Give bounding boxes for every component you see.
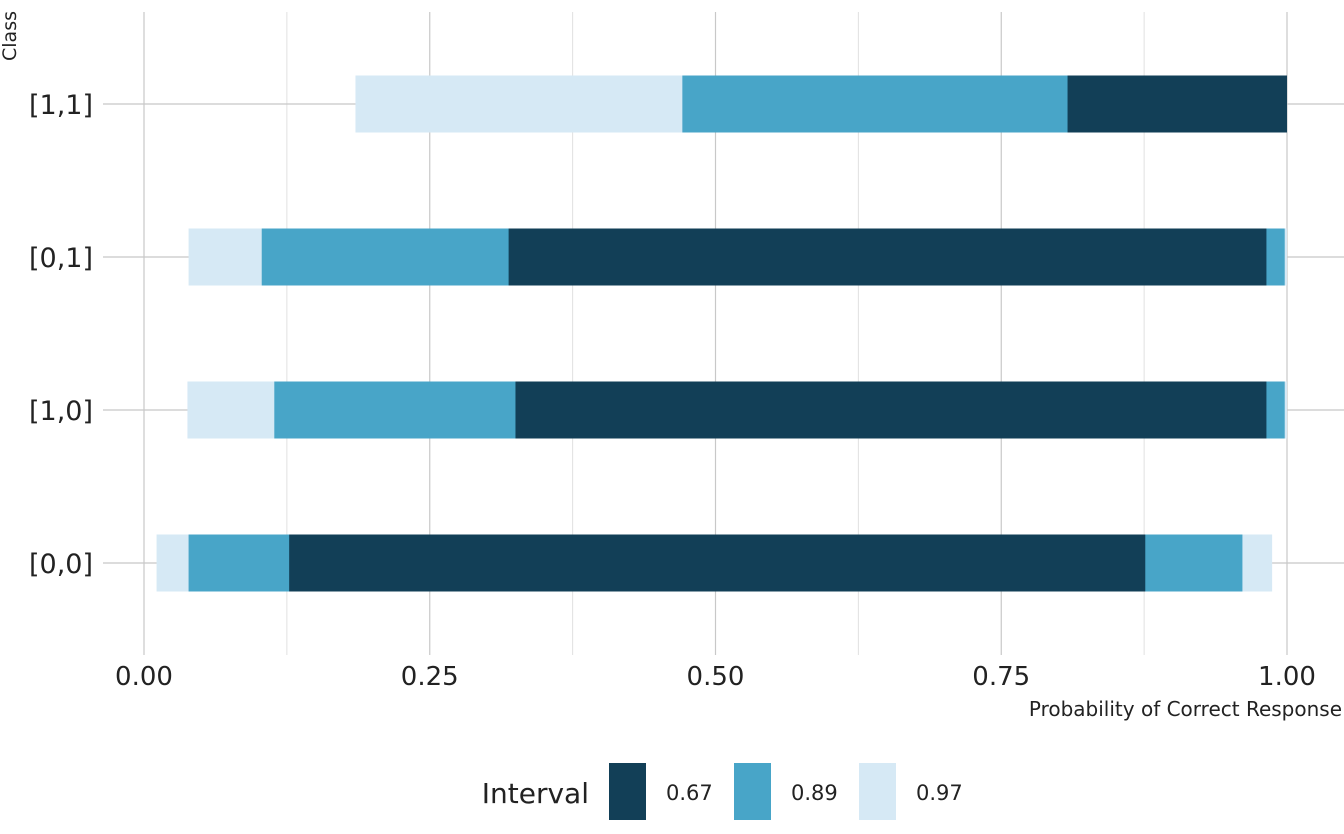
bars xyxy=(156,75,1288,592)
x-axis: 0.00 0.25 0.50 0.75 1.00 xyxy=(115,662,1316,692)
x-tick-label: 0.00 xyxy=(115,662,173,692)
x-tick-label: 0.75 xyxy=(972,662,1030,692)
y-tick-label: [1,1] xyxy=(29,90,93,121)
legend-label: 0.97 xyxy=(916,781,963,805)
legend-label: 0.67 xyxy=(666,781,713,805)
interval-bar-0.67-[0,0] xyxy=(289,534,1146,592)
legend-swatch-0.89 xyxy=(734,763,771,820)
legend-swatch-0.67 xyxy=(609,763,646,820)
legend-swatch-0.97 xyxy=(859,763,896,820)
x-tick-label: 1.00 xyxy=(1258,662,1316,692)
interval-bar-0.67-[0,1] xyxy=(508,228,1267,286)
y-tick-label: [0,0] xyxy=(29,549,93,580)
x-tick-label: 0.50 xyxy=(687,662,745,692)
y-tick-label: [1,0] xyxy=(29,396,93,427)
y-axis: [1,1] [0,1] [1,0] [0,0] xyxy=(29,90,93,580)
legend-title: Interval xyxy=(482,777,589,810)
legend: Interval 0.67 0.89 0.97 xyxy=(482,763,963,820)
x-tick-label: 0.25 xyxy=(401,662,459,692)
y-tick-label: [0,1] xyxy=(29,243,93,274)
interval-bar-0.67-[1,0] xyxy=(515,381,1267,439)
legend-label: 0.89 xyxy=(791,781,838,805)
interval-bar-0.67-[1,1] xyxy=(1067,75,1287,133)
y-axis-label: Class xyxy=(0,11,21,61)
x-axis-label: Probability of Correct Response xyxy=(1029,697,1342,721)
